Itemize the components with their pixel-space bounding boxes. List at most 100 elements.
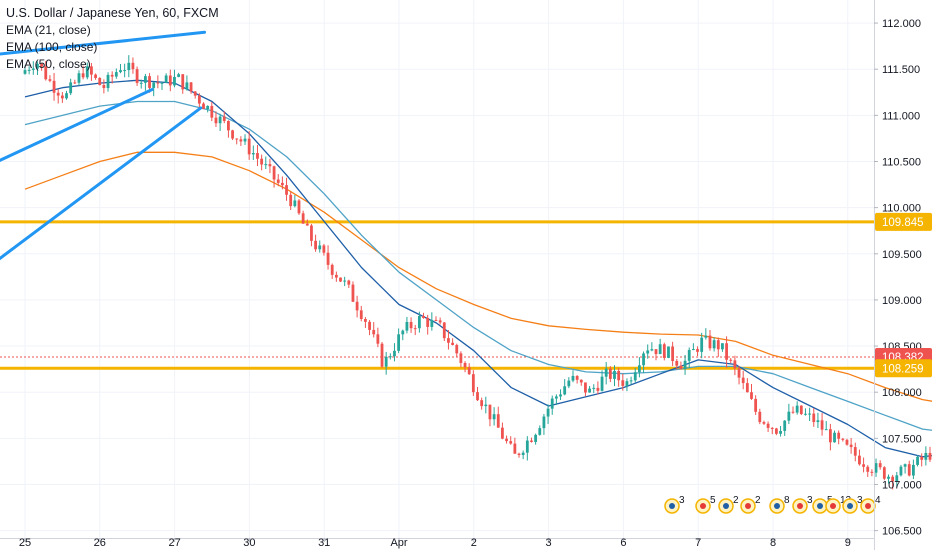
candle-body: [102, 85, 106, 89]
candle-body: [40, 63, 44, 67]
price-tick-label: 111.500: [882, 64, 920, 76]
candle-body: [741, 377, 745, 384]
event-flag-dot: [669, 503, 675, 509]
candle-body: [243, 138, 247, 142]
candlestick-series: [23, 55, 932, 490]
candle-body: [148, 76, 151, 88]
candle-body: [119, 70, 122, 73]
candle-body: [127, 62, 131, 71]
candle-body: [613, 370, 616, 379]
time-tick-label: 9: [845, 537, 851, 549]
candle-body: [862, 464, 865, 467]
candle-body: [845, 439, 849, 445]
candle-body: [638, 365, 641, 373]
candle-body: [687, 349, 691, 361]
candle-body: [359, 310, 363, 319]
event-flag-dot: [745, 503, 751, 509]
candle-body: [380, 343, 384, 367]
candle-body: [895, 475, 899, 482]
candle-body: [218, 116, 222, 124]
candle-body: [820, 420, 824, 430]
event-flag-dot: [847, 503, 853, 509]
candle-body: [251, 153, 255, 155]
candle-body: [824, 429, 828, 431]
candle-body: [712, 340, 716, 349]
candle-body: [775, 428, 778, 434]
candle-body: [625, 381, 629, 386]
candle-body: [235, 138, 239, 140]
indicator-ema21[interactable]: EMA (21, close): [6, 23, 91, 37]
event-flag-dot: [830, 503, 836, 509]
candle-body: [44, 66, 48, 80]
candle-body: [310, 225, 313, 241]
candle-body: [189, 82, 193, 92]
time-tick-label: Apr: [390, 537, 407, 549]
candle-body: [214, 117, 218, 124]
time-tick-label: 8: [770, 537, 776, 549]
candle-body: [135, 69, 139, 83]
candle-body: [575, 375, 579, 380]
candle-body: [409, 321, 413, 329]
candle-body: [430, 319, 434, 327]
event-count: 2: [733, 495, 739, 506]
candle-body: [231, 130, 234, 139]
price-tick-label: 108.000: [882, 387, 922, 399]
candle-body: [891, 476, 895, 482]
price-tick-label: 112.000: [882, 18, 921, 30]
indicator-ema100[interactable]: EMA (100, close): [6, 40, 98, 54]
indicator-ema50[interactable]: EMA (50, close): [6, 57, 91, 71]
candle-body: [210, 105, 214, 118]
candle-body: [480, 400, 484, 407]
time-tick-label: 26: [94, 537, 106, 549]
candle-body: [762, 422, 766, 424]
candle-body: [621, 380, 625, 386]
candle-body: [791, 411, 795, 413]
candle-body: [455, 344, 459, 354]
candle-body: [501, 427, 504, 439]
candle-body: [164, 75, 168, 83]
candle-body: [650, 349, 654, 351]
candle-body: [505, 438, 508, 442]
candle-body: [700, 337, 704, 352]
candle-body: [202, 103, 205, 110]
time-tick-label: 30: [243, 537, 255, 549]
candle-body: [343, 280, 347, 282]
event-count: 8: [784, 495, 790, 506]
candle-body: [509, 441, 513, 444]
candle-body: [289, 194, 293, 207]
candle-body: [60, 95, 64, 99]
candle-body: [330, 264, 334, 275]
candle-body: [372, 329, 376, 335]
candle-body: [206, 105, 210, 110]
candle-body: [866, 466, 870, 472]
candle-body: [874, 463, 878, 473]
candle-body: [322, 245, 326, 253]
trendlines[interactable]: [0, 30, 207, 267]
candle-body: [110, 74, 114, 77]
economic-events-row[interactable]: 35228351234: [664, 495, 881, 514]
candle-body: [222, 116, 226, 121]
candle-body: [770, 427, 774, 429]
candle-body: [617, 370, 621, 381]
ema100-line: [24, 151, 932, 402]
candle-body: [426, 317, 430, 327]
candle-body: [297, 200, 301, 214]
candle-body: [81, 73, 85, 78]
price-tick-label: 111.000: [882, 110, 920, 122]
candle-body: [745, 383, 749, 393]
candle-body: [459, 353, 463, 363]
candle-body: [227, 120, 230, 131]
candle-body: [662, 344, 666, 358]
symbol-title[interactable]: U.S. Dollar / Japanese Yen, 60, FXCM: [6, 6, 219, 20]
candle-body: [438, 320, 442, 323]
event-flag-dot: [797, 503, 803, 509]
candle-body: [447, 338, 450, 343]
candle-body: [554, 396, 558, 399]
candle-body: [878, 463, 882, 468]
candle-body: [397, 334, 401, 351]
candle-body: [185, 82, 189, 90]
candle-body: [471, 374, 475, 393]
horizontal-levels[interactable]: [0, 220, 874, 370]
